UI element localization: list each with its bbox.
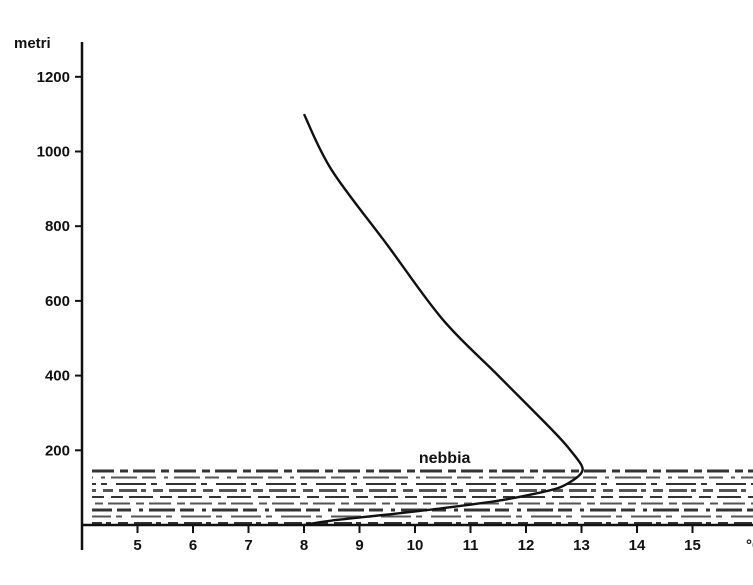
y-ticks: 200 400 600 800 1000 1200	[37, 69, 82, 459]
axes: 200 400 600 800 1000 1200 5 6 7 8 9 10 11 12 13 14 15	[37, 42, 753, 554]
x-tick-label: 12	[518, 537, 535, 554]
x-ticks: 5 6 7 8 9 10 11 12 13 14 15	[133, 525, 701, 554]
x-tick-label: 5	[133, 537, 141, 554]
y-tick-label: 200	[45, 442, 70, 459]
x-tick-label: 8	[300, 537, 308, 554]
x-tick-label: 13	[573, 537, 590, 554]
x-tick-label: 11	[463, 537, 479, 554]
y-axis-title: metri	[14, 35, 51, 52]
x-axis-title: °C	[746, 537, 753, 554]
x-tick-label: 14	[629, 537, 646, 554]
x-tick-label: 9	[355, 537, 363, 554]
y-tick-label: 800	[45, 218, 70, 235]
series-layer	[302, 113, 584, 527]
y-tick-label: 1200	[37, 69, 70, 86]
temperature-profile-line	[302, 113, 584, 527]
x-tick-label: 10	[407, 537, 424, 554]
y-tick-label: 600	[45, 293, 70, 310]
fog-band	[92, 469, 753, 524]
x-tick-label: 15	[684, 537, 701, 554]
y-tick-label: 400	[45, 368, 70, 385]
fog-label: nebbia	[419, 450, 471, 467]
x-tick-label: 7	[244, 537, 252, 554]
y-tick-label: 1000	[37, 144, 70, 161]
x-tick-label: 6	[189, 537, 197, 554]
